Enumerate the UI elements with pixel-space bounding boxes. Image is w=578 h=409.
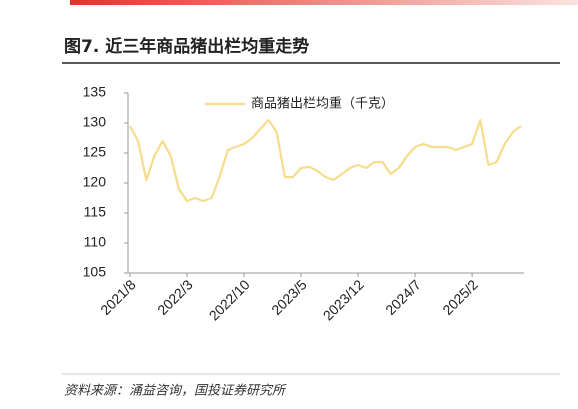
y-tick-label: 135 [83,84,107,100]
x-tick-label: 2024/7 [382,276,424,318]
series-line [129,118,522,203]
source: 资料来源：涌益咨询，国投证券研究所 [64,383,287,399]
top-bar [70,0,578,5]
legend-label: 商品猪出栏均重（千克） [251,96,394,112]
y-tick-label: 130 [83,114,107,130]
x-tick-label: 2023/5 [268,276,310,318]
y-tick-label: 105 [83,264,107,280]
chart-title: 图7. 近三年商品猪出栏均重走势 [64,36,309,57]
x-tick-label: 2023/12 [320,276,367,323]
x-tick-label: 2022/3 [154,276,196,318]
y-tick-label: 115 [84,204,107,220]
y-tick-label: 110 [84,234,107,250]
y-tick-label: 125 [83,144,107,160]
x-tick-label: 2025/2 [439,276,481,318]
y-tick-label: 120 [83,174,107,190]
x-tick-label: 2022/10 [206,276,253,323]
x-tick-label: 2021/8 [97,276,139,318]
